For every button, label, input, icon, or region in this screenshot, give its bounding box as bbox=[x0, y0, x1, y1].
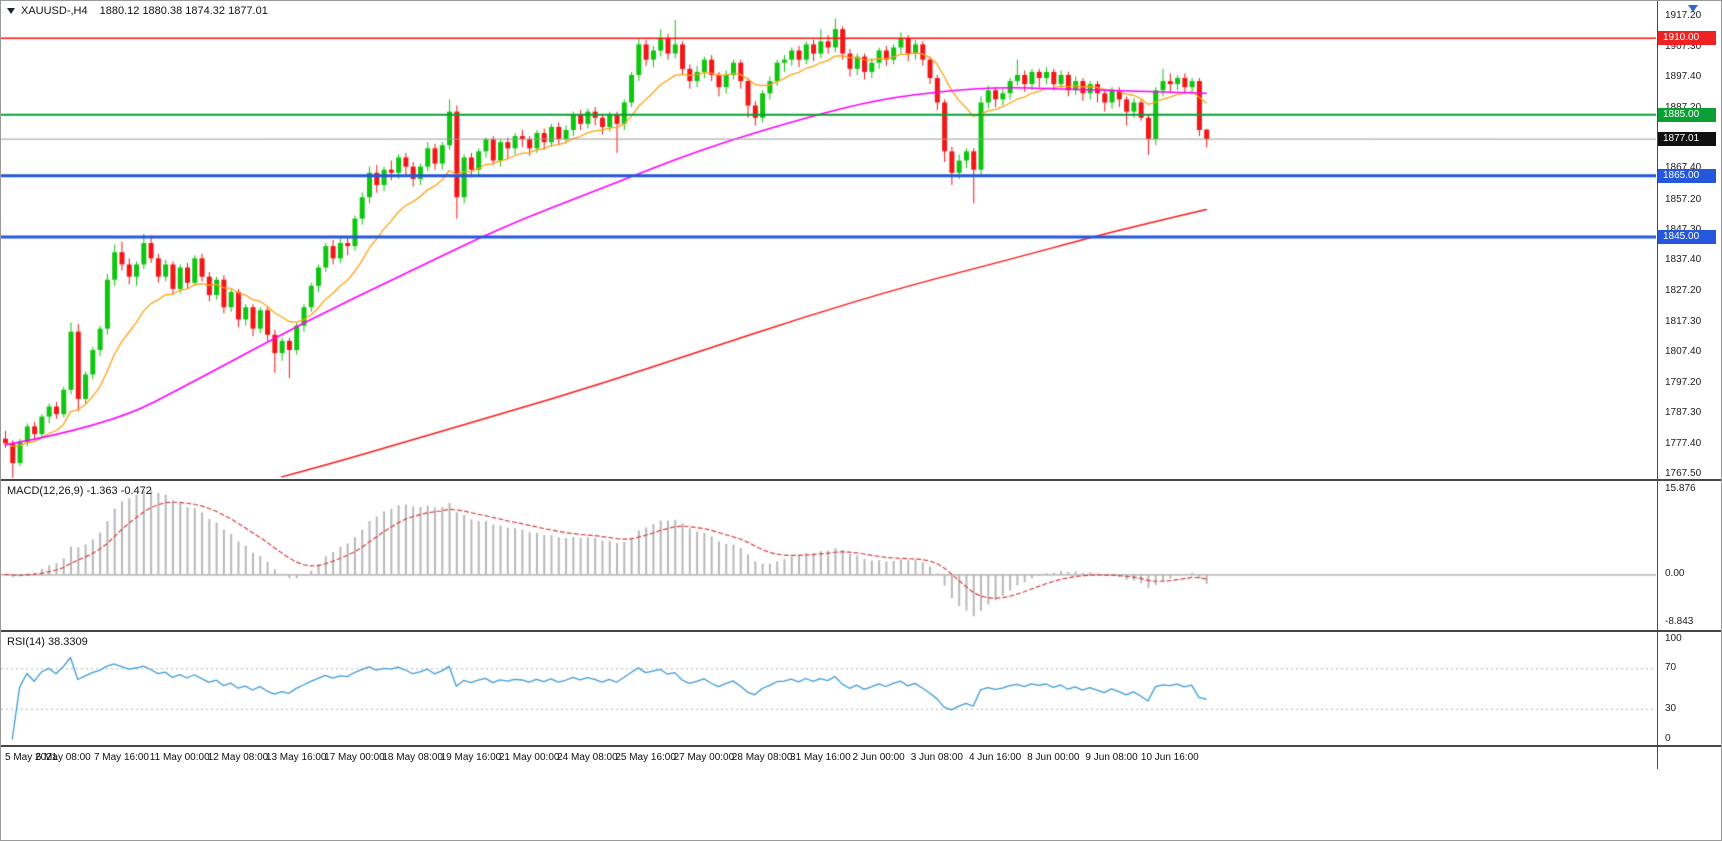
chart-title: XAUUSD-,H4 1880.12 1880.38 1874.32 1877.0… bbox=[7, 5, 268, 17]
time-axis-label: 4 Jun 16:00 bbox=[968, 752, 1022, 763]
time-axis-label: 6 May 08:00 bbox=[35, 752, 91, 763]
time-axis-label: 5 May 2021 bbox=[5, 752, 58, 763]
rsi-axis[interactable]: 100 70 30 0 bbox=[1657, 632, 1721, 745]
window-background bbox=[1, 769, 1721, 840]
price-chart-canvas[interactable] bbox=[1, 1, 1656, 479]
time-axis-label: 17 May 00:00 bbox=[324, 752, 385, 763]
price-axis-label: 1887.20 bbox=[1665, 102, 1701, 113]
chart-shift-icon[interactable] bbox=[1688, 5, 1698, 12]
time-axis-label: 10 Jun 16:00 bbox=[1140, 752, 1199, 763]
time-axis-label: 27 May 00:00 bbox=[673, 752, 735, 763]
rsi-axis-label: 70 bbox=[1665, 662, 1677, 674]
time-axis-label: 7 May 16:00 bbox=[93, 752, 149, 763]
price-axis-label: 1787.30 bbox=[1665, 407, 1702, 419]
axis-corner bbox=[1657, 747, 1721, 769]
time-axis-label: 25 May 16:00 bbox=[615, 752, 676, 763]
time-axis-label: 18 May 08:00 bbox=[382, 752, 443, 763]
time-axis-label: 21 May 00:00 bbox=[498, 752, 560, 763]
rsi-chart-canvas[interactable] bbox=[1, 632, 1656, 745]
price-axis[interactable]: 1917.201907.301897.401887.201877.101867.… bbox=[1657, 1, 1721, 479]
time-axis-label: 24 May 08:00 bbox=[557, 752, 618, 763]
price-axis-label: 1827.20 bbox=[1665, 285, 1702, 297]
symbol-dropdown-icon bbox=[7, 8, 15, 15]
rsi-pane: RSI(14) 38.3309 100 70 30 0 bbox=[1, 632, 1721, 745]
price-axis-label: 1847.30 bbox=[1665, 224, 1701, 235]
price-axis-label: 1907.30 bbox=[1665, 40, 1702, 52]
price-axis-label: 1897.40 bbox=[1665, 70, 1702, 82]
time-axis-label: 28 May 08:00 bbox=[731, 752, 793, 763]
price-axis-label: 1817.30 bbox=[1665, 315, 1702, 327]
rsi-axis-label: 0 bbox=[1665, 733, 1671, 744]
rsi-label: RSI(14) 38.3309 bbox=[7, 636, 88, 648]
price-level-badge: 1877.01 bbox=[1658, 132, 1716, 147]
macd-chart-canvas[interactable] bbox=[1, 481, 1656, 630]
pane-separator[interactable] bbox=[1, 630, 1721, 632]
price-axis-label: 1797.20 bbox=[1665, 377, 1702, 389]
chart-symbol-period: XAUUSD-,H4 bbox=[21, 5, 88, 17]
macd-axis-label: -8.843 bbox=[1665, 616, 1694, 627]
time-axis-label: 31 May 16:00 bbox=[790, 752, 851, 763]
time-axis-label: 3 Jun 08:00 bbox=[910, 752, 963, 763]
time-axis-label: 13 May 16:00 bbox=[265, 752, 327, 763]
time-axis-label: 9 Jun 08:00 bbox=[1085, 752, 1138, 763]
price-level-badge: 1885.00 bbox=[1658, 107, 1716, 122]
time-axis-label: 2 Jun 00:00 bbox=[852, 752, 905, 763]
macd-axis[interactable]: 15.876 0.00 -8.843 bbox=[1657, 481, 1721, 630]
rsi-axis-label: 100 bbox=[1665, 633, 1682, 644]
time-axis-label: 12 May 08:00 bbox=[207, 752, 269, 763]
price-axis-label: 1837.40 bbox=[1665, 254, 1702, 266]
rsi-axis-label: 30 bbox=[1665, 702, 1677, 714]
macd-axis-label: 0.00 bbox=[1665, 568, 1685, 580]
pane-separator bbox=[1, 745, 1721, 747]
time-axis-label: 8 Jun 00:00 bbox=[1027, 752, 1080, 763]
time-axis[interactable]: 5 May 2021 6 May 08:00 7 May 16:00 11 May 0… bbox=[1, 747, 1721, 769]
price-level-badge: 1845.00 bbox=[1658, 229, 1716, 244]
price-axis-label: 1777.40 bbox=[1665, 437, 1702, 449]
macd-axis-label: 15.876 bbox=[1665, 483, 1696, 494]
time-axis-label: 19 May 16:00 bbox=[440, 752, 502, 763]
price-axis-label: 1767.50 bbox=[1665, 467, 1702, 479]
chart-ohlc-values: 1880.12 1880.38 1874.32 1877.01 bbox=[99, 5, 268, 17]
macd-label: MACD(12,26,9) -1.363 -0.472 bbox=[7, 485, 152, 497]
price-axis-label: 1867.40 bbox=[1665, 162, 1701, 173]
macd-pane: MACD(12,26,9) -1.363 -0.472 15.876 0.00 -8… bbox=[1, 481, 1721, 630]
price-level-badge: 1865.00 bbox=[1658, 168, 1716, 183]
pane-separator[interactable] bbox=[1, 479, 1721, 481]
price-axis-label: 1857.20 bbox=[1665, 193, 1702, 205]
price-axis-label: 1807.40 bbox=[1665, 345, 1702, 357]
price-pane: XAUUSD-,H4 1880.12 1880.38 1874.32 1877.0… bbox=[1, 1, 1721, 479]
price-axis-label: 1917.20 bbox=[1665, 10, 1702, 22]
price-level-badge: 1910.00 bbox=[1658, 31, 1716, 46]
time-axis-label: 11 May 00:00 bbox=[149, 752, 210, 763]
